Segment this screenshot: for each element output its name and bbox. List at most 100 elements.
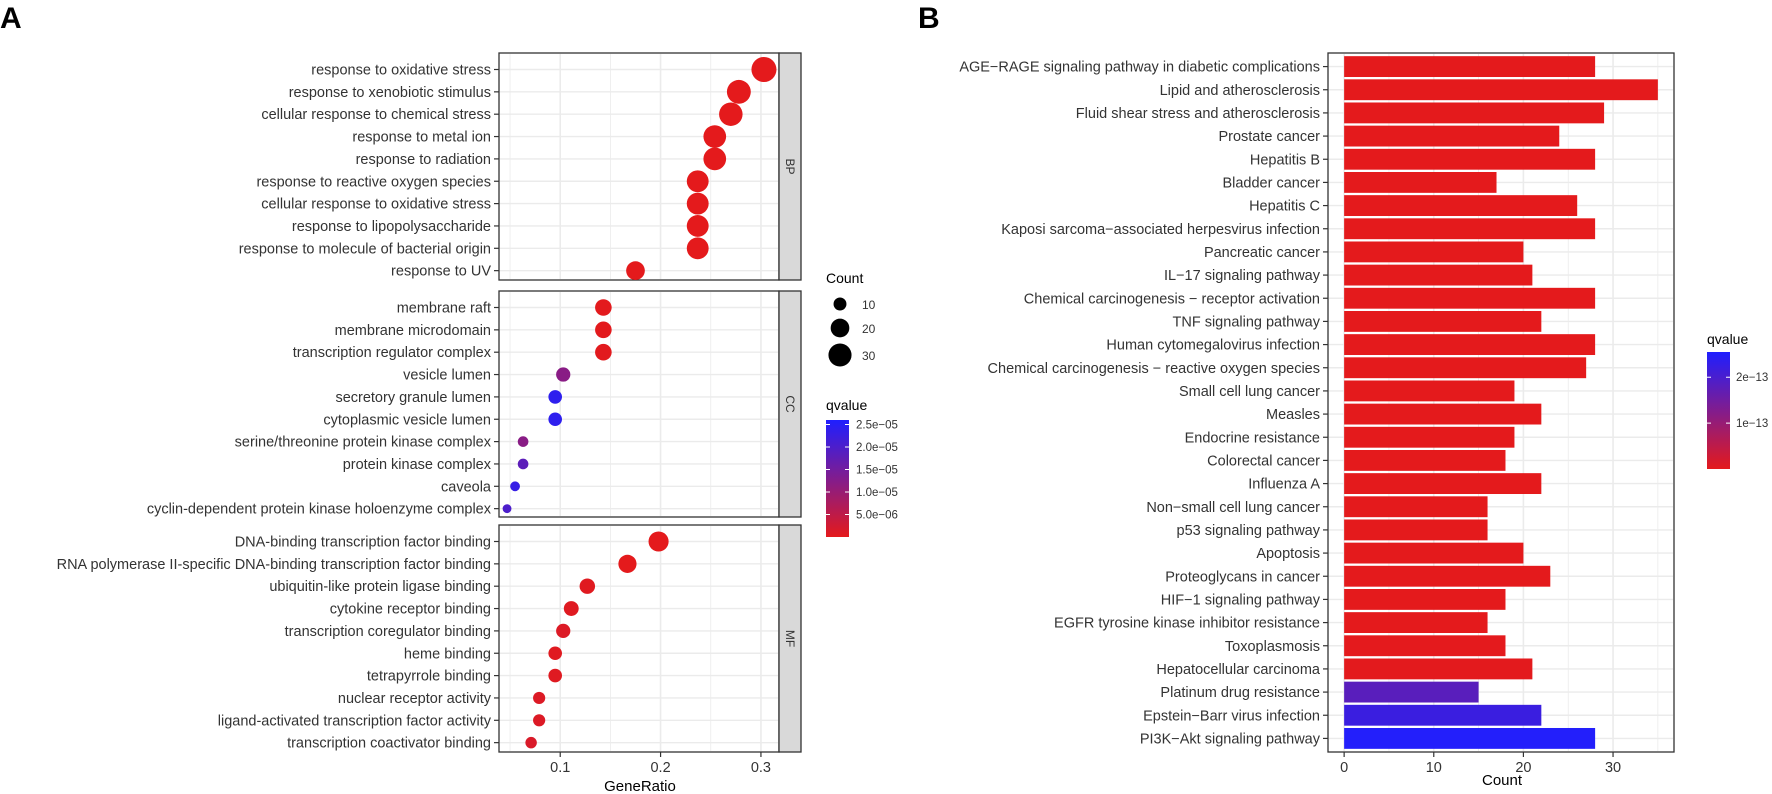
legend-count-label: 30 [862, 349, 876, 363]
bar [1344, 704, 1542, 726]
term-label: response to xenobiotic stimulus [289, 85, 491, 101]
data-point [686, 170, 709, 193]
category-label: TNF signaling pathway [1173, 314, 1321, 330]
category-label: Lipid and atherosclerosis [1160, 83, 1320, 99]
legend-count-symbol [828, 343, 852, 367]
facet-panel-bg [498, 290, 780, 518]
legend-qvalue-label: 1.0e−05 [856, 487, 898, 499]
legend-qvalue-label: 5.0e−06 [856, 510, 898, 522]
category-label: Proteoglycans in cancer [1165, 569, 1320, 585]
category-label: Platinum drug resistance [1160, 685, 1320, 701]
data-point [556, 367, 571, 382]
term-label: caveola [441, 479, 492, 495]
category-label: Measles [1266, 407, 1320, 423]
term-label: RNA polymerase II-specific DNA-binding t… [57, 557, 491, 573]
data-point [648, 531, 669, 552]
bar [1344, 426, 1515, 448]
x-tick-label: 10 [1426, 760, 1442, 776]
bar [1344, 218, 1596, 240]
bar [1344, 102, 1605, 124]
panel-b-barplot: AGE−RAGE signaling pathway in diabetic c… [959, 52, 1768, 789]
term-label: ligand-activated transcription factor ac… [218, 713, 492, 729]
category-label: Chemical carcinogenesis − reactive oxyge… [988, 361, 1320, 377]
term-label: serine/threonine protein kinase complex [235, 435, 492, 451]
legend-qvalue-bar [826, 420, 849, 537]
term-label: cytoplasmic vesicle lumen [323, 412, 491, 428]
bar [1344, 125, 1560, 147]
data-point [525, 736, 537, 749]
term-label: secretory granule lumen [335, 390, 491, 406]
facet-strip [778, 524, 802, 753]
category-label: Pancreatic cancer [1204, 245, 1320, 261]
bar [1344, 334, 1596, 356]
data-point [517, 458, 529, 470]
legend-qvalue-label: 1e−13 [1736, 418, 1768, 430]
category-label: Endocrine resistance [1185, 430, 1320, 446]
term-label: protein kinase complex [343, 457, 492, 473]
category-label: EGFR tyrosine kinase inhibitor resistanc… [1054, 616, 1320, 632]
category-label: Chemical carcinogenesis − receptor activ… [1024, 291, 1320, 307]
category-label: Kaposi sarcoma−associated herpesvirus in… [1001, 222, 1320, 238]
data-point [595, 299, 612, 316]
category-label: Epstein−Barr virus infection [1143, 708, 1320, 724]
term-label: response to metal ion [352, 130, 491, 146]
term-label: response to lipopolysaccharide [292, 219, 491, 235]
category-label: Hepatitis B [1250, 152, 1320, 168]
data-point [579, 578, 596, 594]
term-label: response to oxidative stress [311, 63, 491, 79]
legend-qvalue-label: 2e−13 [1736, 372, 1768, 384]
term-label: cytokine receptor binding [330, 602, 491, 618]
data-point [726, 79, 751, 104]
facet-strip-label: BP [783, 158, 797, 174]
bar [1344, 380, 1515, 402]
bar [1344, 588, 1506, 610]
term-label: response to radiation [356, 152, 491, 168]
data-point [751, 56, 777, 83]
facet-cc: membrane raft membrane microdomain transcr… [147, 290, 802, 518]
term-label: response to UV [391, 264, 491, 280]
term-label: transcription coactivator binding [287, 736, 491, 752]
panel-letter-b: B [918, 2, 940, 35]
x-tick-label: 0.2 [650, 760, 670, 776]
term-label: tetrapyrrole binding [367, 669, 491, 685]
legend-count: Count 10 20 30 [826, 270, 876, 367]
term-label: transcription regulator complex [293, 345, 492, 361]
term-label: DNA-binding transcription factor binding [235, 535, 491, 551]
term-label: ubiquitin-like protein ligase binding [269, 579, 491, 595]
category-label: Fluid shear stress and atherosclerosis [1076, 106, 1320, 122]
data-point [703, 125, 727, 148]
bar [1344, 449, 1506, 471]
bar [1344, 357, 1587, 379]
x-tick-label: 30 [1605, 760, 1621, 776]
bar [1344, 310, 1542, 332]
data-point [517, 436, 529, 447]
category-label: Hepatocellular carcinoma [1156, 662, 1321, 678]
bar [1344, 148, 1596, 170]
legend-qvalue-label: 1.5e−05 [856, 465, 898, 477]
term-label: membrane microdomain [335, 323, 491, 339]
category-label: PI3K−Akt signaling pathway [1140, 731, 1321, 747]
facet-strip [778, 52, 802, 281]
facet-strip-label: MF [783, 630, 797, 647]
bar [1344, 681, 1479, 703]
data-point [556, 623, 571, 639]
category-label: Bladder cancer [1222, 175, 1320, 191]
data-point [595, 321, 612, 339]
category-label: Colorectal cancer [1207, 453, 1320, 469]
bar [1344, 79, 1658, 101]
data-point [548, 412, 562, 427]
bar [1344, 565, 1551, 587]
data-point [686, 237, 709, 260]
legend-count-label: 10 [862, 298, 876, 312]
x-tick-label: 0.3 [751, 760, 771, 776]
data-point [618, 554, 637, 573]
data-point [533, 714, 546, 727]
data-point [502, 504, 512, 514]
category-label: Human cytomegalovirus infection [1106, 338, 1320, 354]
x-axis-a: 0.1 0.2 0.3 GeneRatio [550, 752, 771, 794]
legend-qvalue-label: 2.0e−05 [856, 442, 898, 454]
data-point [703, 147, 727, 171]
category-label: Non−small cell lung cancer [1146, 500, 1320, 516]
x-tick-label: 20 [1515, 760, 1531, 776]
